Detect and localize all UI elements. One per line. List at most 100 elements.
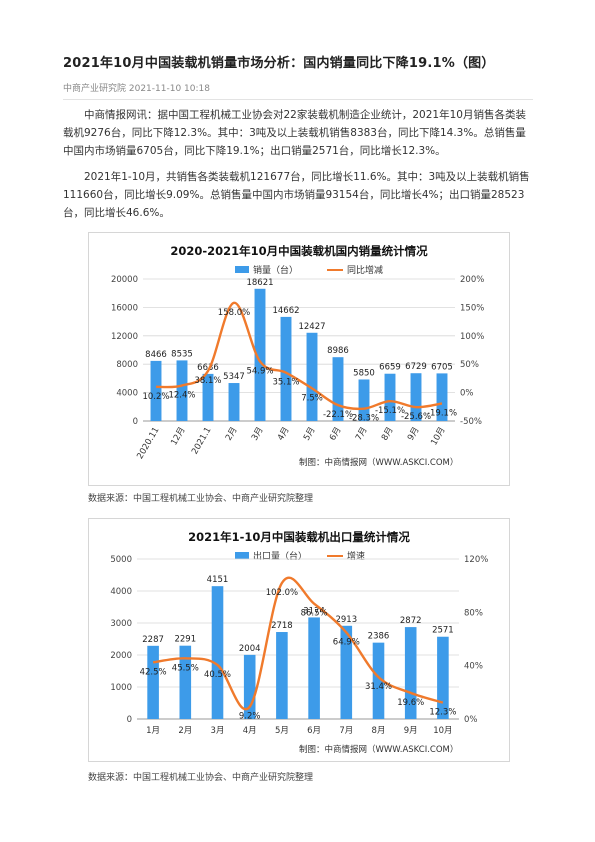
- y2-tick-label: 200%: [460, 275, 484, 285]
- y2-tick-label: -50%: [460, 417, 482, 427]
- y-tick-label: 8000: [116, 360, 138, 370]
- bar-value-label: 6659: [379, 363, 401, 373]
- divider: [63, 99, 533, 100]
- y2-tick-label: 0%: [460, 389, 474, 399]
- x-tick-label: 6月: [307, 726, 321, 736]
- x-tick-label: 7月: [339, 726, 353, 736]
- bar: [243, 654, 256, 719]
- legend-label-line: 增速: [347, 550, 365, 562]
- bar-value-label: 8986: [327, 346, 349, 356]
- y-tick-label: 16000: [111, 303, 138, 313]
- rate-label: -19.1%: [427, 408, 457, 418]
- legend-swatch-bar: [235, 552, 249, 559]
- bar: [332, 357, 344, 421]
- article-meta: 中商产业研究院 2021-11-10 10:18: [63, 84, 210, 94]
- bar: [280, 316, 292, 421]
- x-tick-label: 4月: [243, 726, 257, 736]
- bar-value-label: 2386: [368, 632, 390, 642]
- rate-label: 10.2%: [142, 392, 169, 402]
- legend-swatch-bar: [235, 266, 249, 273]
- rate-label: 7.5%: [301, 393, 323, 403]
- x-tick-label: 6月: [328, 426, 344, 443]
- y2-tick-label: 40%: [464, 662, 483, 672]
- article-title: 2021年10月中国装载机销量市场分析：国内销量同比下降19.1%（图）: [63, 56, 495, 71]
- bar: [436, 373, 448, 421]
- rate-label: -28.3%: [349, 414, 379, 424]
- legend-label-bar: 销量（台）: [253, 264, 298, 276]
- bar: [147, 645, 159, 719]
- rate-label: 102.0%: [266, 588, 298, 598]
- x-tick-label: 9月: [404, 726, 418, 736]
- bar-value-label: 6705: [431, 362, 453, 372]
- x-tick-label: 3月: [250, 426, 266, 443]
- bar-value-label: 2571: [432, 626, 454, 636]
- chart-footer: 制图：中商情报网（WWW.ASKCI.COM）: [299, 744, 458, 755]
- bar: [340, 625, 353, 719]
- bar-value-label: 5850: [353, 368, 375, 378]
- x-tick-label: 5月: [302, 426, 318, 443]
- y-tick-label: 3000: [110, 619, 132, 629]
- bar: [306, 332, 318, 421]
- chart-title: 2020-2021年10月中国装载机国内销量统计情况: [170, 244, 428, 258]
- bar-value-label: 5347: [223, 372, 245, 382]
- bar-value-label: 3174: [303, 606, 325, 616]
- bar: [404, 627, 417, 719]
- x-tick-label: 2020.11: [135, 426, 161, 461]
- rate-label: 31.4%: [365, 682, 392, 692]
- bar-value-label: 2872: [400, 616, 422, 626]
- bar: [202, 373, 214, 421]
- rate-label: 40.5%: [204, 670, 231, 680]
- bar-value-label: 2287: [142, 635, 164, 645]
- y-tick-label: 1000: [110, 683, 132, 693]
- bar-value-label: 2004: [239, 644, 261, 654]
- x-tick-label: 2月: [224, 426, 240, 443]
- bar: [150, 360, 162, 421]
- legend-label-bar: 出口量（台）: [253, 550, 307, 562]
- bar-value-label: 14662: [272, 306, 299, 316]
- rate-label: -22.1%: [323, 410, 353, 420]
- source-note-1: 数据来源：中国工程机械工业协会、中商产业研究院整理: [88, 494, 314, 504]
- bar: [276, 632, 288, 719]
- rate-label: 86.5%: [301, 609, 328, 619]
- chart-footer: 制图：中商情报网（WWW.ASKCI.COM）: [299, 457, 458, 468]
- source-note-2: 数据来源：中国工程机械工业协会、中商产业研究院整理: [88, 773, 314, 783]
- rate-label: 42.5%: [140, 667, 167, 677]
- bar-value-label: 18621: [246, 278, 273, 288]
- bar: [372, 642, 385, 719]
- bar-value-label: 2291: [174, 635, 196, 645]
- bar-value-label: 8535: [171, 349, 193, 359]
- paragraph-2: 2021年1-10月，共销售各类装载机121677台，同比增长11.6%。其中：…: [63, 171, 530, 219]
- bar: [211, 586, 224, 719]
- y2-tick-label: 150%: [460, 303, 484, 313]
- x-tick-label: 3月: [211, 726, 225, 736]
- rate-label: 12.3%: [429, 708, 456, 718]
- y2-tick-label: 100%: [460, 332, 484, 342]
- y-tick-label: 4000: [116, 389, 138, 399]
- bar-value-label: 2718: [271, 621, 293, 631]
- y2-tick-label: 120%: [464, 555, 488, 565]
- bar: [179, 645, 192, 719]
- rate-label: 38.1%: [194, 376, 221, 386]
- rate-label: -15.1%: [375, 406, 405, 416]
- rate-label: 45.5%: [172, 663, 199, 673]
- bar-value-label: 8466: [145, 350, 167, 360]
- x-tick-label: 7月: [354, 426, 370, 443]
- bar-value-label: 6729: [405, 362, 427, 372]
- x-tick-label: 2月: [178, 726, 192, 736]
- paragraph-1: 中商情报网讯：据中国工程机械工业协会对22家装载机制造企业统计，2021年10月…: [63, 109, 526, 157]
- rate-line: [152, 576, 444, 711]
- bar-value-label: 4151: [207, 575, 229, 585]
- domestic-sales-chart: 2020-2021年10月中国装载机国内销量统计情况 销量（台） 同比增减 0 4000…: [88, 232, 510, 486]
- x-tick-label: 8月: [380, 426, 396, 443]
- bar: [308, 617, 320, 719]
- y-tick-label: 0: [127, 715, 132, 725]
- y-tick-label: 12000: [111, 332, 138, 342]
- rate-label: 19.6%: [397, 698, 424, 708]
- bar: [410, 373, 422, 421]
- bar-value-label: 12427: [298, 322, 325, 332]
- x-tick-label: 2021.1: [190, 426, 214, 457]
- x-tick-label: 5月: [275, 726, 289, 736]
- y-tick-label: 4000: [110, 587, 132, 597]
